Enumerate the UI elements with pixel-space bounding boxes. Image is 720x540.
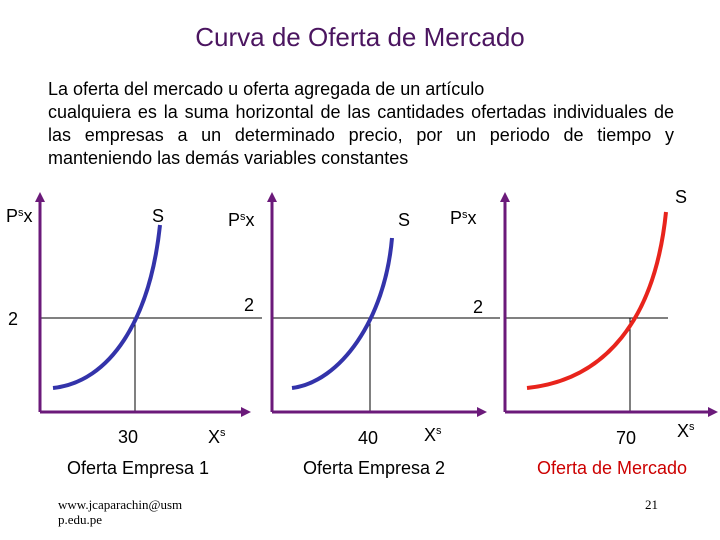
description-text: La oferta del mercado u oferta agregada …	[48, 78, 674, 170]
panel-caption: Oferta de Mercado	[537, 458, 687, 478]
supply-curve	[52, 224, 162, 390]
price-label: 2	[473, 297, 483, 317]
slide-title: Curva de Oferta de Mercado	[195, 22, 525, 52]
quantity-label: 40	[358, 428, 378, 448]
quantity-label: 30	[118, 427, 138, 447]
x-axis-label: Xs	[208, 427, 226, 447]
price-label: 2	[8, 309, 18, 329]
source-line-1: www.jcaparachin@usm	[58, 497, 183, 512]
market-supply-curve	[526, 211, 668, 390]
quantity-label: 70	[616, 428, 636, 448]
supply-curve	[291, 237, 394, 390]
panel-caption: Oferta Empresa 2	[303, 458, 445, 478]
y-axis-label: Psx	[450, 208, 477, 228]
source-line-2: p.edu.pe	[58, 512, 103, 527]
y-axis-label: Psx	[228, 210, 255, 230]
panel-caption: Oferta Empresa 1	[67, 458, 209, 478]
source-url: www.jcaparachin@usm p.edu.pe	[58, 497, 182, 527]
page-number: 21	[645, 497, 658, 512]
curve-label: S	[398, 210, 410, 230]
y-axis-label: Psx	[6, 206, 33, 226]
x-axis-label: Xs	[677, 421, 695, 441]
description-rest: cualquiera es la suma horizontal de las …	[48, 102, 674, 168]
curve-label: S	[152, 206, 164, 226]
panel-mercado: Psx S 2 70 Xs Oferta de Mercado	[450, 187, 718, 478]
x-axis-label: Xs	[424, 425, 442, 445]
price-label: 2	[244, 295, 254, 315]
curve-label: S	[675, 187, 687, 207]
description-line-1: La oferta del mercado u oferta agregada …	[48, 79, 485, 99]
panel-empresa-2: Psx S 2 40 Xs Oferta Empresa 2	[228, 192, 500, 478]
panel-empresa-1: Psx S 2 30 Xs Oferta Empresa 1	[6, 192, 262, 478]
